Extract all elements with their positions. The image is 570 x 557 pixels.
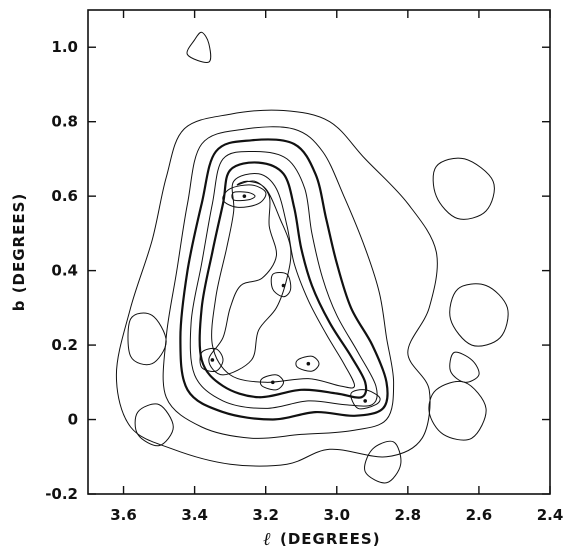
contour-line-5 <box>198 161 368 399</box>
x-tick-label: 2.6 <box>466 506 493 524</box>
contour-line-13 <box>295 355 320 372</box>
contour-line-19 <box>134 403 174 447</box>
x-axis-ticks: 3.6 3.4 3.2 3.0 2.8 2.6 2.4 <box>110 10 563 524</box>
contour-line-11 <box>270 272 292 298</box>
contour-line-4 <box>189 150 378 409</box>
contour-line-14 <box>259 374 284 391</box>
x-tick-label: 3.2 <box>252 506 279 524</box>
y-axis-ticks: 1.0 0.8 0.6 0.4 0.2 0 -0.2 <box>45 38 550 503</box>
x-tick-label: 3.4 <box>181 506 208 524</box>
contour-line-9 <box>231 191 256 202</box>
contour-line-8 <box>222 184 267 208</box>
x-axis-label: (DEGREES) <box>280 530 381 548</box>
contour-line-16 <box>449 283 509 347</box>
x-axis-symbol: ℓ <box>263 529 272 550</box>
contour-line-7 <box>208 180 292 376</box>
plot-frame <box>87 9 551 495</box>
contour-line-22 <box>449 351 480 383</box>
peak-marker-5 <box>306 361 311 366</box>
contour-lines <box>115 31 509 484</box>
contour-line-15 <box>432 157 495 220</box>
peak-marker-4 <box>363 399 368 403</box>
peak-marker-1 <box>242 194 247 198</box>
y-tick-label: 1.0 <box>51 38 78 56</box>
contour-line-20 <box>364 440 402 484</box>
x-tick-label: 2.4 <box>537 506 564 524</box>
x-tick-label: 3.0 <box>323 506 350 524</box>
contour-line-18 <box>127 312 167 366</box>
x-tick-label: 3.6 <box>110 506 137 524</box>
peak-marker-3 <box>281 283 286 288</box>
y-tick-label: -0.2 <box>45 485 78 503</box>
y-tick-label: 0.2 <box>51 336 78 354</box>
peak-marker-6 <box>271 380 275 385</box>
contour-line-3 <box>179 138 389 421</box>
y-tick-label: 0.6 <box>51 187 78 205</box>
contour-line-2 <box>162 126 395 439</box>
contour-line-1 <box>115 109 438 467</box>
y-tick-label: 0.8 <box>51 113 78 131</box>
peak-marker-2 <box>210 358 215 362</box>
y-axis-label: b (DEGREES) <box>10 193 28 312</box>
contour-line-12 <box>350 389 381 410</box>
contour-line-21 <box>186 31 212 63</box>
contour-line-6 <box>211 173 356 389</box>
contour-line-10 <box>199 347 224 373</box>
y-tick-label: 0 <box>68 411 78 429</box>
contour-line-17 <box>428 380 487 441</box>
y-tick-label: 0.4 <box>51 262 78 280</box>
x-tick-label: 2.8 <box>395 506 422 524</box>
